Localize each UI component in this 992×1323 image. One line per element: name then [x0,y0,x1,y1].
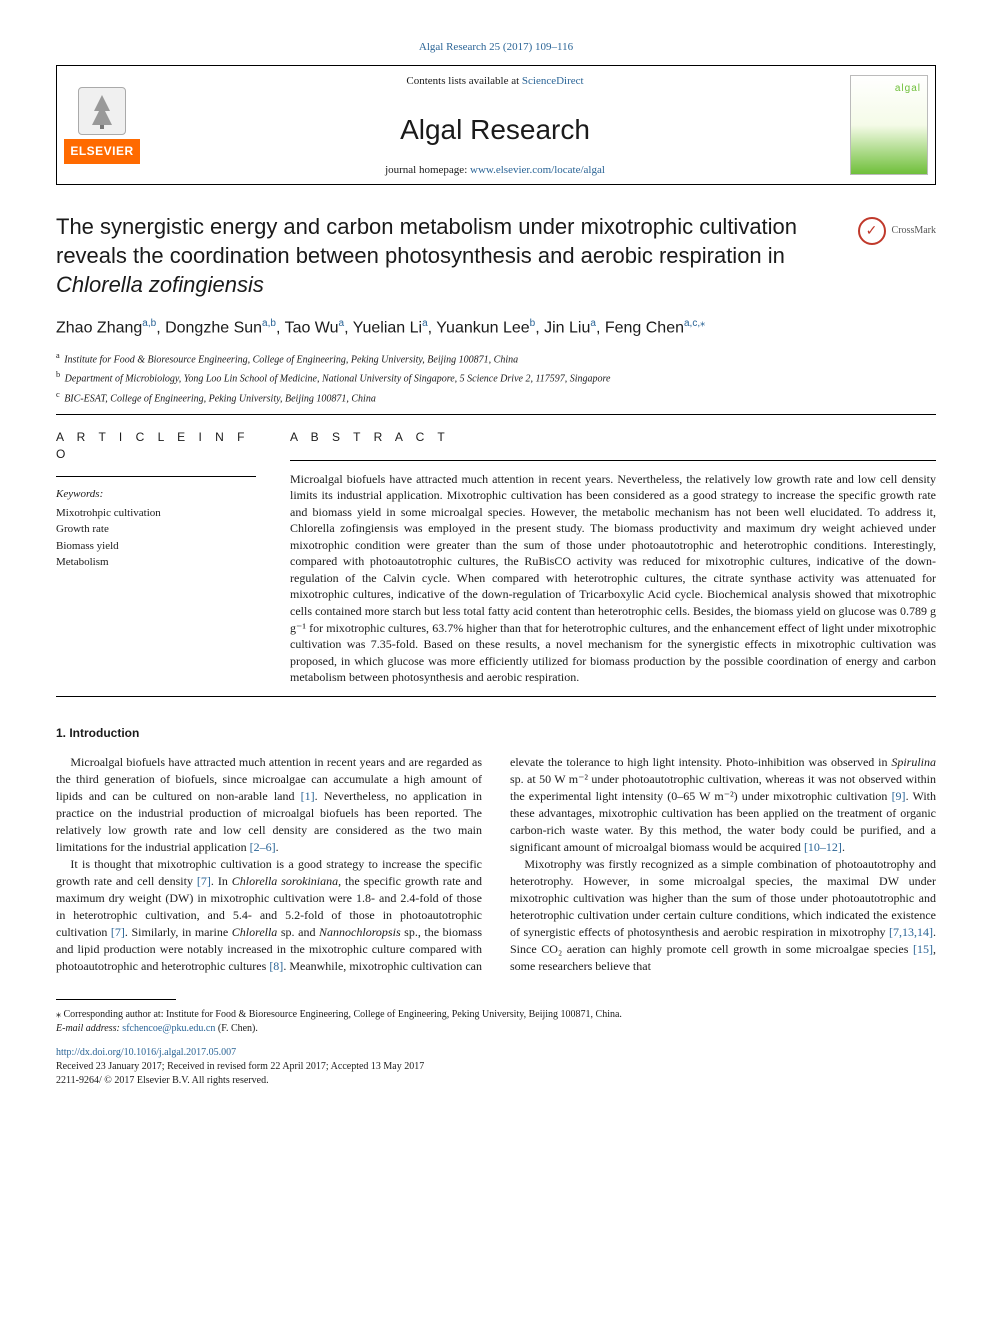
author-affil-sup[interactable]: a [590,318,596,329]
copyright-line: 2211-9264/ © 2017 Elsevier B.V. All righ… [56,1074,936,1088]
elsevier-wordmark: ELSEVIER [64,139,139,164]
keywords-list: Mixotrohpic cultivationGrowth rateBiomas… [56,505,256,571]
title-main: The synergistic energy and carbon metabo… [56,214,797,268]
p2-it3: Nannochloropsis [319,925,401,939]
intro-p1: Microalgal biofuels have attracted much … [56,754,482,856]
email-label: E-mail address: [56,1023,122,1034]
author-affil-sup[interactable]: a,c,⁎ [684,318,705,329]
history-line: Received 23 January 2017; Received in re… [56,1060,936,1074]
keyword: Mixotrohpic cultivation [56,505,256,522]
doi-link[interactable]: http://dx.doi.org/10.1016/j.algal.2017.0… [56,1047,236,1058]
article-info-heading: A R T I C L E I N F O [56,429,256,463]
section-1-heading: 1. Introduction [56,725,936,742]
p2-d: . Similarly, in marine [125,925,232,939]
p3-c: sp. at 50 W m⁻² under photoautotrophic c… [510,772,936,803]
p2-it1: Chlorella sorokiniana [232,874,338,888]
contents-line: Contents lists available at ScienceDirec… [157,74,833,89]
cover-text: algal [895,82,921,96]
keyword: Metabolism [56,554,256,571]
sciencedirect-link[interactable]: ScienceDirect [522,75,584,87]
elsevier-tree-icon [78,87,126,135]
homepage-prefix: journal homepage: [385,164,470,176]
contents-prefix: Contents lists available at [406,75,521,87]
intro-p4: Mixotrophy was firstly recognized as a s… [510,856,936,975]
author: Feng Chen [605,319,684,336]
ref-15[interactable]: [15] [913,942,933,956]
p2-b: . In [211,874,232,888]
author: Tao Wu [285,319,339,336]
journal-name: Algal Research [157,110,833,149]
author: Jin Liu [544,319,590,336]
article-title: The synergistic energy and carbon metabo… [56,213,842,299]
abstract-text: Microalgal biofuels have attracted much … [290,471,936,686]
affiliations: a Institute for Food & Bioresource Engin… [56,350,936,406]
homepage-link[interactable]: www.elsevier.com/locate/algal [470,164,605,176]
author-affil-sup[interactable]: a [422,318,428,329]
footnote-rule [56,999,176,1000]
journal-header: ELSEVIER Contents lists available at Sci… [56,65,936,185]
keyword: Biomass yield [56,538,256,555]
email-link[interactable]: sfchencoe@pku.edu.cn [122,1023,215,1034]
affiliation: c BIC-ESAT, College of Engineering, Peki… [56,389,936,406]
ref-8[interactable]: [8] [269,959,283,973]
author: Zhao Zhang [56,319,142,336]
keyword: Growth rate [56,521,256,538]
author: Yuelian Li [353,319,422,336]
authors-line: Zhao Zhanga,b, Dongzhe Suna,b, Tao Wua, … [56,317,936,340]
ref-2-6[interactable]: [2–6] [250,840,276,854]
abstract-heading: A B S T R A C T [290,429,936,446]
crossmark-label: CrossMark [892,224,936,238]
ref-7a[interactable]: [7] [197,874,211,888]
ref-1[interactable]: [1] [301,789,315,803]
author: Dongzhe Sun [165,319,262,336]
title-species: Chlorella zofingiensis [56,272,264,297]
affiliation: a Institute for Food & Bioresource Engin… [56,350,936,367]
doi-line: http://dx.doi.org/10.1016/j.algal.2017.0… [56,1046,936,1060]
p3-it1: Spirulina [891,755,936,769]
p4-a: Mixotrophy was firstly recognized as a s… [510,857,936,939]
homepage-line: journal homepage: www.elsevier.com/locat… [157,163,833,178]
abstract-rule [290,460,936,461]
abstract-col: A B S T R A C T Microalgal biofuels have… [290,429,936,686]
keywords-label: Keywords: [56,487,256,502]
running-head-link[interactable]: Algal Research 25 (2017) 109–116 [419,41,573,53]
author-affil-sup[interactable]: a,b [142,318,156,329]
article-info-col: A R T I C L E I N F O Keywords: Mixotroh… [56,429,256,686]
affiliation: b Department of Microbiology, Yong Loo L… [56,369,936,386]
p2-e: sp. and [277,925,319,939]
email-suffix: (F. Chen). [215,1023,258,1034]
info-rule [56,476,256,477]
crossmark-badge[interactable]: ✓ CrossMark [858,217,936,245]
ref-9[interactable]: [9] [892,789,906,803]
author-affil-sup[interactable]: a,b [262,318,276,329]
author-affil-sup[interactable]: a [339,318,345,329]
p1-c: . [276,840,279,854]
crossmark-icon: ✓ [858,217,886,245]
running-head: Algal Research 25 (2017) 109–116 [56,40,936,55]
journal-cover: algal [843,66,935,184]
corresponding-author: ⁎ Corresponding author at: Institute for… [56,1008,936,1036]
rule-bottom [56,696,936,697]
cover-thumbnail: algal [850,75,928,175]
author-affil-sup[interactable]: b [530,318,536,329]
ref-7b[interactable]: [7] [111,925,125,939]
ref-10-12[interactable]: [10–12] [804,840,842,854]
author: Yuankun Lee [436,319,529,336]
p2-it2: Chlorella [232,925,278,939]
elsevier-logo-block: ELSEVIER [57,66,147,184]
corr-text: ⁎ Corresponding author at: Institute for… [56,1008,936,1022]
ref-7-13-14[interactable]: [7,13,14] [889,925,933,939]
body-columns: Microalgal biofuels have attracted much … [56,754,936,975]
rule-top [56,414,936,415]
p3-a: cultures [228,959,269,973]
p3-e: . [842,840,845,854]
